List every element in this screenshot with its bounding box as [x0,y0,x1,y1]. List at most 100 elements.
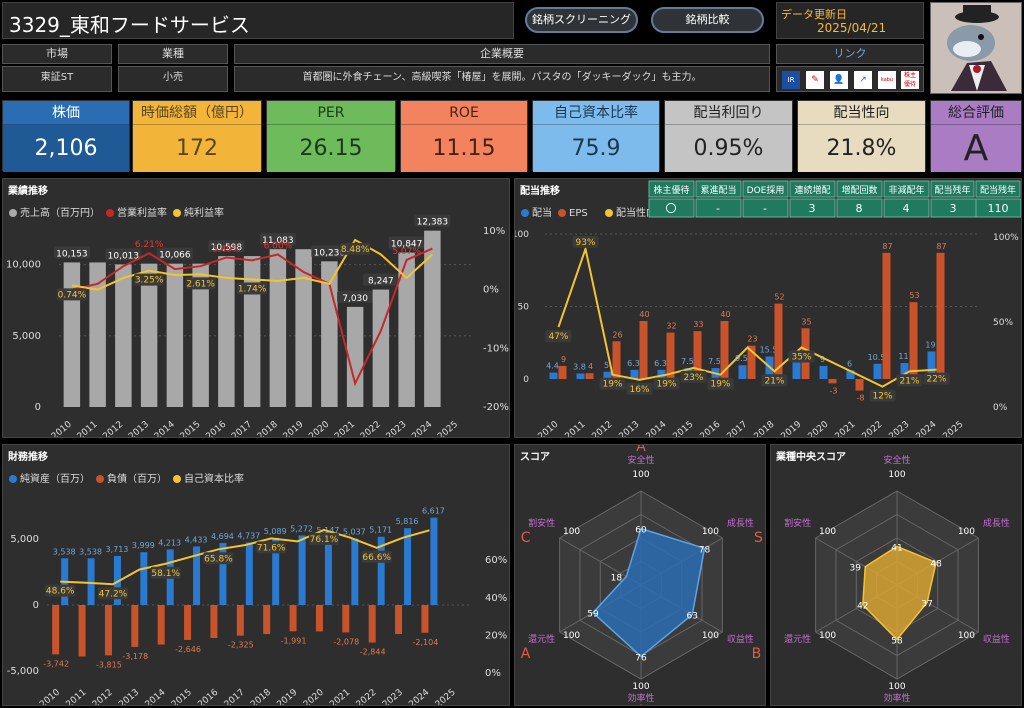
debt-label: -3,742 [43,659,69,668]
stock-compare-button[interactable]: 銘柄比較 [651,7,764,33]
chart-link[interactable]: ↗ [854,71,872,89]
radar-value: 63 [687,612,698,622]
data-label-bg [53,246,90,259]
dividend-label: 9 [820,355,825,364]
badge-value: 110 [988,202,1009,215]
x-tick-label: 2017 [230,420,254,437]
dividend-bar [549,372,558,379]
equity-label: 4,694 [211,532,234,541]
debt-bar [289,605,297,632]
equity-ratio-label: 71.6% [257,543,286,553]
equity-ratio-label: 65.8% [204,554,233,564]
data-label-bg [388,236,425,249]
dividend-label: 3.8 [573,362,586,371]
x-tick-label: 2018 [249,687,273,705]
x-tick-label: 2017 [223,688,247,705]
kpi-label: 配当性向 [798,101,925,125]
radar-axis-label: 割安性 [784,517,811,529]
kpi-value: 0.95% [665,125,792,172]
irbank-link[interactable]: IR [782,71,800,89]
legend-label: 売上高（百万円） [20,206,100,219]
equity-ratio-label: 47.2% [99,589,128,599]
x-tick-label: 2013 [117,688,141,705]
data-label-bg [308,532,339,545]
legend-dot [605,209,613,217]
data-label-bg [788,350,815,363]
equity-label: 3,713 [105,545,128,554]
dividend-label: 11 [898,352,908,361]
eps-bar [639,321,648,379]
radar-value: 58 [891,637,903,647]
eps-bar [747,345,756,379]
x-tick-label: 2021 [833,420,857,437]
payout-line [557,245,937,388]
kpi-label: 総合評価 [931,101,1021,125]
y2-tick-label: 20% [485,630,507,641]
net-margin-label: 1.74% [238,284,267,294]
kpi-label: PER [267,101,395,125]
radar-grade: A [521,646,531,662]
data-label-bg [362,273,399,286]
eps-bar [774,303,783,379]
x-tick-label: 2016 [204,419,228,437]
eps-bar [855,379,864,391]
dividend-label: 15.5 [760,346,778,355]
radar-value: 41 [891,543,902,553]
data-label-bg [45,584,76,597]
badge-header-bg [975,180,1021,198]
y-tick-label: -5,000 [7,666,39,677]
x-tick-label: 2025 [941,420,965,437]
data-label-bg [545,330,572,343]
equity-ratio-label: 76.1% [310,535,339,545]
kpi-value: 11.15 [401,125,527,172]
x-tick-label: 2011 [65,688,89,705]
data-label-bg [259,233,296,246]
sales-data-label: 10,598 [211,243,243,253]
eps-label: -8 [857,394,865,403]
eps-bar [909,302,918,379]
debt-bar [421,605,429,633]
eps-bar [558,365,567,379]
dividend-bar [657,369,666,379]
kpi-value: 21.8% [798,125,925,172]
payout-label: 12% [872,392,892,402]
kabutan-small-link[interactable]: kabu [878,71,896,89]
eps-bar [720,321,729,379]
links-label: リンク [776,44,924,64]
debt-bar [157,605,165,645]
equity-bar [377,536,385,605]
update-label: データ更新日 [781,8,847,21]
kpi-label: ROE [401,101,527,125]
x-tick-label: 2010 [536,419,560,437]
dividend-bar [927,351,936,379]
eps-label: 23 [747,335,757,344]
data-label-bg [208,240,245,253]
financial-title: 財務推移 [8,452,48,463]
minkabu-link[interactable]: 👤 [830,71,848,89]
badge-header: 配当残年 [934,184,970,196]
equity-ratio-label: 58.1% [151,569,180,579]
eps-label: 87 [882,242,892,251]
equity-label: 5,089 [264,527,287,536]
data-label-bg [653,377,680,390]
eps-bar [666,332,675,379]
dividend-bar [630,369,639,379]
x-tick-label: 2015 [170,688,194,705]
y-tick-label: 5,000 [10,534,39,545]
radar-axis-label: 収益性 [727,633,754,645]
yutai-link[interactable]: 株主 優待 [901,71,919,89]
x-tick-label: 2010 [50,419,74,437]
debt-label: -2,646 [175,645,201,654]
kpi-value: 2,106 [3,125,129,172]
payout-label: 23% [683,373,703,383]
kabutan-link[interactable]: ✎ [806,71,824,89]
x-tick-label: 2012 [590,420,614,437]
radar-max-label: 100 [632,682,649,692]
data-label-bg [414,214,451,227]
radar-value: 60 [635,526,647,536]
industry-score-title: 業種中央スコア [776,452,846,463]
stock-screening-button[interactable]: 銘柄スクリーニング [525,7,638,33]
x-tick-label: 2018 [752,419,776,437]
badge-header: 累進配当 [700,184,736,196]
data-label-bg [156,247,193,260]
